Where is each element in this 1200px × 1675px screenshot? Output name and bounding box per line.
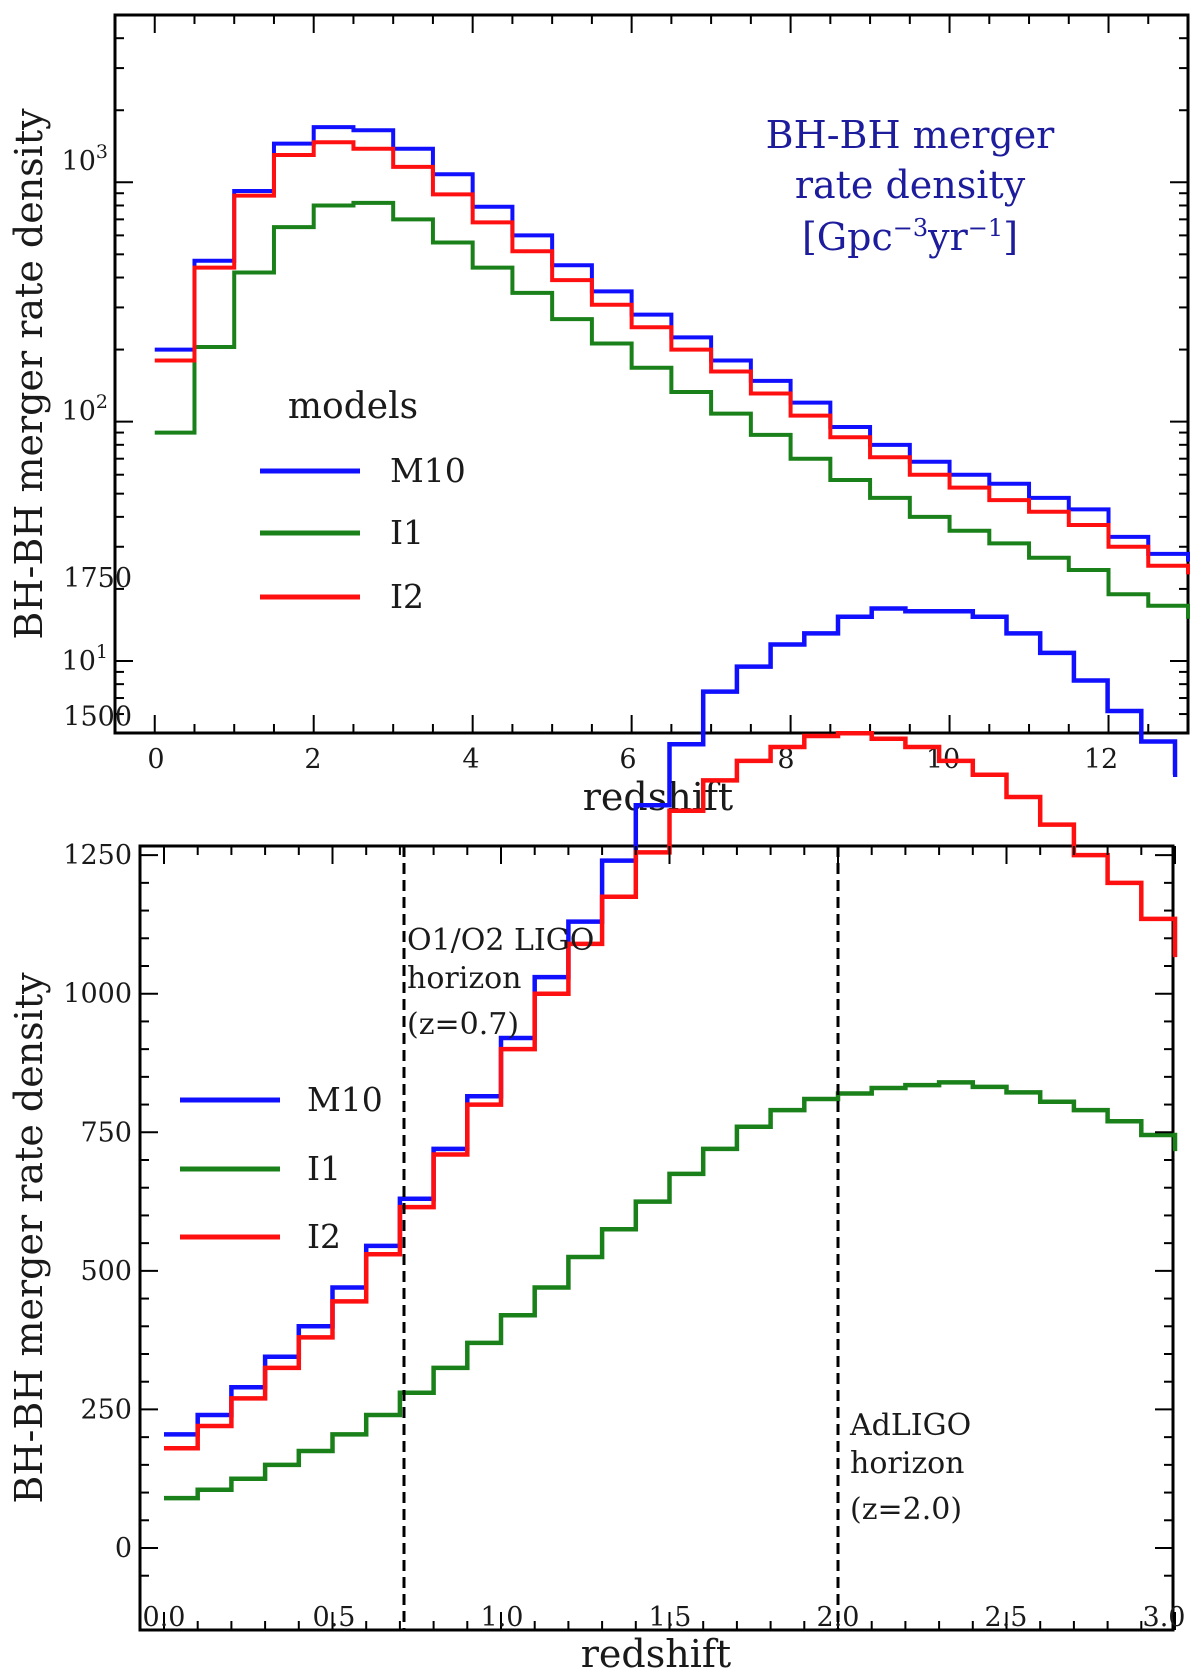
bottom-panel: O1/O2 LIGO horizon (z=0.7) AdLIGO horizo… xyxy=(7,563,1186,1675)
bottom-xtick-label: 0.5 xyxy=(313,1602,356,1633)
bottom-xtick-label: 1.5 xyxy=(649,1602,692,1633)
top-xtick-label: 6 xyxy=(619,744,636,775)
top-xtick-label: 0 xyxy=(147,744,164,775)
top-xtick-label: 4 xyxy=(462,744,479,775)
bottom-ticks-group xyxy=(140,846,1176,1630)
top-legend-label-i2: I2 xyxy=(390,577,424,616)
top-ytick-label-1e2: 102 xyxy=(62,391,108,427)
top-ytick-label-1e3: 103 xyxy=(62,141,108,177)
bottom-xtick-label: 2.5 xyxy=(985,1602,1028,1633)
top-annotation-line1: BH-BH merger xyxy=(766,113,1056,157)
adligo-annotation-line: (z=2.0) xyxy=(850,1492,962,1527)
bottom-xtick-label: 2.0 xyxy=(817,1602,860,1633)
bottom-ytick-label: 1000 xyxy=(63,979,132,1010)
bottom-xtick-label: 0.0 xyxy=(143,1602,186,1633)
bottom-series-line-i1 xyxy=(164,1080,1178,1501)
bottom-xtick-label: 3.0 xyxy=(1143,1602,1186,1633)
bottom-y-axis-label: BH-BH merger rate density xyxy=(7,972,51,1504)
top-annotation-line2: rate density xyxy=(795,163,1026,207)
bottom-xtick-label: 1.0 xyxy=(481,1602,524,1633)
top-legend-label-m10: M10 xyxy=(390,451,466,490)
bottom-series-line-i2 xyxy=(164,730,1178,1451)
bottom-ytick-label: 1250 xyxy=(63,840,132,871)
top-series-group xyxy=(154,125,1190,619)
top-series-line-i1 xyxy=(154,200,1190,619)
bottom-series-group xyxy=(164,606,1178,1501)
bottom-legend-label-i2: I2 xyxy=(307,1217,341,1256)
o1o2-annotation-line: horizon xyxy=(407,961,522,996)
top-legend: models M10 I1 I2 xyxy=(260,386,466,616)
bottom-ytick-label: 250 xyxy=(80,1394,132,1425)
top-xtick-label: 2 xyxy=(304,744,321,775)
top-plot-frame xyxy=(113,13,1190,735)
top-annotation-line3: [Gpc−3yr−1] xyxy=(802,214,1018,259)
bottom-ytick-label: 500 xyxy=(80,1256,132,1287)
top-xtick-label: 12 xyxy=(1084,744,1118,775)
top-ytick-label-1e1: 101 xyxy=(62,641,108,677)
bottom-ytick-label: 1750 xyxy=(63,563,132,594)
bottom-legend-label-i1: I1 xyxy=(307,1149,341,1188)
adligo-annotation-line: AdLIGO xyxy=(849,1408,971,1443)
top-xtick-label: 8 xyxy=(777,744,794,775)
bottom-x-axis-label: redshift xyxy=(581,1632,731,1671)
bottom-ytick-label: 1500 xyxy=(63,702,132,733)
top-y-axis-label: BH-BH merger rate density xyxy=(7,108,51,640)
bottom-legend: M10 I1 I2 xyxy=(180,1080,383,1256)
top-ticks-group xyxy=(115,14,1189,734)
adligo-annotation-line: horizon xyxy=(850,1446,965,1481)
top-series-line-i2 xyxy=(154,140,1190,575)
bottom-ytick-label: 750 xyxy=(80,1117,132,1148)
top-legend-label-i1: I1 xyxy=(390,513,424,552)
top-legend-title: models xyxy=(288,386,418,427)
o1o2-annotation-line: (z=0.7) xyxy=(407,1007,519,1042)
bottom-ytick-label: 0 xyxy=(115,1533,132,1564)
o1o2-annotation-line: O1/O2 LIGO xyxy=(407,923,594,958)
bottom-legend-label-m10: M10 xyxy=(307,1080,383,1119)
bottom-series-line-m10 xyxy=(164,606,1178,1437)
top-panel: 103 102 101 0 2 4 6 8 10 12 redshift BH-… xyxy=(7,13,1190,819)
bottom-plot-frame xyxy=(138,844,1175,1632)
